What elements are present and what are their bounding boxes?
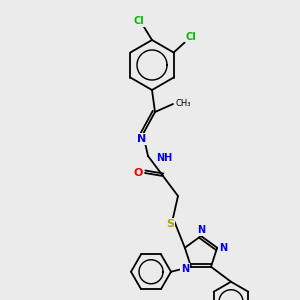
Text: Cl: Cl bbox=[185, 32, 196, 41]
Text: Cl: Cl bbox=[134, 16, 144, 26]
Text: N: N bbox=[181, 264, 189, 274]
Text: NH: NH bbox=[156, 153, 172, 163]
Text: S: S bbox=[166, 219, 174, 229]
Text: N: N bbox=[219, 243, 227, 253]
Text: CH₃: CH₃ bbox=[176, 98, 191, 107]
Text: N: N bbox=[197, 225, 205, 235]
Text: N: N bbox=[137, 134, 147, 144]
Text: O: O bbox=[133, 168, 143, 178]
